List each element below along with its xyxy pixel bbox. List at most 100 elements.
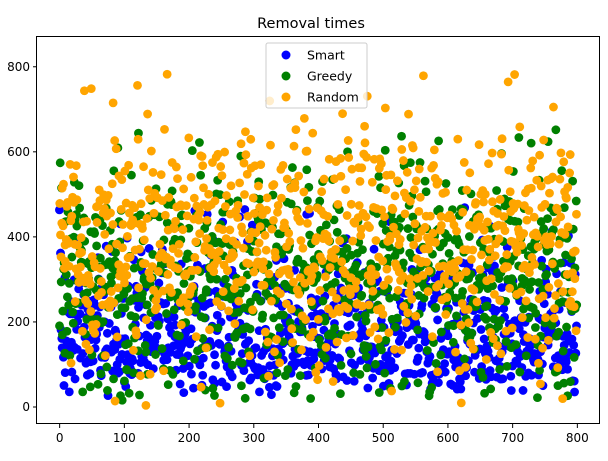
data-point-random bbox=[234, 296, 244, 306]
data-point-random bbox=[346, 199, 356, 209]
data-point-random bbox=[488, 197, 497, 207]
data-point-greedy bbox=[562, 322, 571, 332]
data-point-random bbox=[458, 207, 468, 217]
data-point-random bbox=[296, 236, 306, 245]
data-point-greedy bbox=[208, 384, 218, 393]
data-point-greedy bbox=[112, 310, 122, 320]
data-point-greedy bbox=[346, 349, 356, 359]
data-point-random bbox=[333, 200, 343, 209]
data-point-smart bbox=[70, 374, 80, 384]
data-point-smart bbox=[239, 366, 249, 376]
data-point-smart bbox=[128, 356, 138, 366]
data-point-random bbox=[189, 193, 199, 203]
data-point-greedy bbox=[187, 146, 197, 155]
data-point-greedy bbox=[449, 321, 458, 331]
data-point-random bbox=[429, 160, 438, 170]
y-tick-label: 800 bbox=[7, 60, 30, 74]
data-point-random bbox=[146, 273, 156, 283]
data-point-smart bbox=[499, 304, 509, 314]
data-point-random bbox=[90, 328, 100, 338]
data-point-smart bbox=[490, 261, 499, 271]
data-point-random bbox=[233, 200, 243, 210]
data-point-greedy bbox=[511, 340, 521, 350]
data-point-greedy bbox=[419, 293, 429, 303]
data-point-random bbox=[354, 201, 364, 210]
x-tick-label: 200 bbox=[178, 431, 201, 445]
data-point-random bbox=[331, 245, 340, 254]
data-point-random bbox=[183, 307, 193, 317]
data-point-random bbox=[361, 212, 371, 222]
data-point-random bbox=[552, 205, 562, 215]
data-point-random bbox=[451, 347, 460, 357]
data-point-greedy bbox=[65, 351, 75, 360]
data-point-greedy bbox=[162, 218, 172, 228]
data-point-random bbox=[343, 304, 353, 313]
data-point-random bbox=[479, 197, 488, 207]
data-point-random bbox=[220, 147, 230, 157]
legend-marker-random bbox=[281, 92, 291, 102]
data-point-greedy bbox=[195, 138, 204, 147]
data-point-random bbox=[142, 214, 152, 223]
y-tick-label: 400 bbox=[7, 230, 30, 244]
data-point-random bbox=[327, 287, 337, 297]
data-point-random bbox=[444, 279, 454, 289]
data-point-greedy bbox=[227, 360, 237, 370]
data-point-smart bbox=[418, 368, 427, 377]
data-point-smart bbox=[115, 367, 124, 377]
data-point-random bbox=[560, 229, 570, 239]
data-point-random bbox=[398, 156, 408, 165]
data-point-greedy bbox=[302, 165, 312, 175]
data-point-random bbox=[266, 140, 275, 150]
data-point-smart bbox=[67, 367, 77, 377]
data-point-random bbox=[262, 193, 272, 203]
data-point-greedy bbox=[321, 220, 331, 230]
data-point-random bbox=[294, 289, 304, 299]
data-point-random bbox=[323, 212, 333, 221]
data-point-greedy bbox=[478, 372, 488, 382]
data-point-smart bbox=[189, 383, 198, 393]
data-point-random bbox=[570, 274, 580, 284]
data-point-greedy bbox=[162, 309, 171, 318]
data-point-random bbox=[522, 215, 532, 225]
data-point-random bbox=[201, 343, 211, 353]
data-point-random bbox=[378, 256, 388, 266]
data-point-greedy bbox=[482, 301, 492, 311]
data-point-random bbox=[254, 181, 263, 191]
data-point-random bbox=[136, 371, 145, 381]
data-point-greedy bbox=[190, 354, 199, 364]
data-point-random bbox=[504, 165, 514, 175]
data-point-random bbox=[530, 334, 540, 344]
data-point-random bbox=[284, 228, 294, 238]
data-point-greedy bbox=[422, 346, 432, 355]
data-point-random bbox=[356, 231, 366, 241]
data-point-random bbox=[526, 163, 536, 173]
data-point-smart bbox=[363, 383, 373, 393]
data-point-greedy bbox=[233, 307, 243, 317]
data-point-greedy bbox=[391, 322, 400, 332]
data-point-greedy bbox=[82, 288, 92, 298]
data-point-random bbox=[472, 297, 482, 307]
data-point-random bbox=[308, 327, 318, 337]
data-point-random bbox=[179, 184, 189, 194]
data-point-random bbox=[461, 267, 471, 277]
data-point-greedy bbox=[467, 328, 477, 338]
data-point-random bbox=[398, 271, 408, 281]
data-point-random bbox=[550, 304, 559, 313]
data-point-greedy bbox=[557, 166, 567, 176]
data-point-greedy bbox=[130, 312, 140, 322]
x-tick-label: 500 bbox=[372, 431, 395, 445]
data-point-greedy bbox=[315, 196, 325, 206]
data-point-random bbox=[295, 216, 305, 226]
data-point-random bbox=[196, 382, 206, 392]
data-point-random bbox=[76, 262, 85, 272]
data-point-greedy bbox=[460, 354, 469, 364]
data-point-greedy bbox=[178, 356, 188, 366]
data-point-greedy bbox=[363, 342, 373, 352]
data-point-random bbox=[544, 335, 553, 345]
data-point-greedy bbox=[502, 361, 512, 371]
data-point-greedy bbox=[398, 258, 408, 268]
data-point-smart bbox=[154, 278, 164, 288]
data-point-random bbox=[224, 306, 233, 316]
data-point-random bbox=[171, 216, 180, 226]
